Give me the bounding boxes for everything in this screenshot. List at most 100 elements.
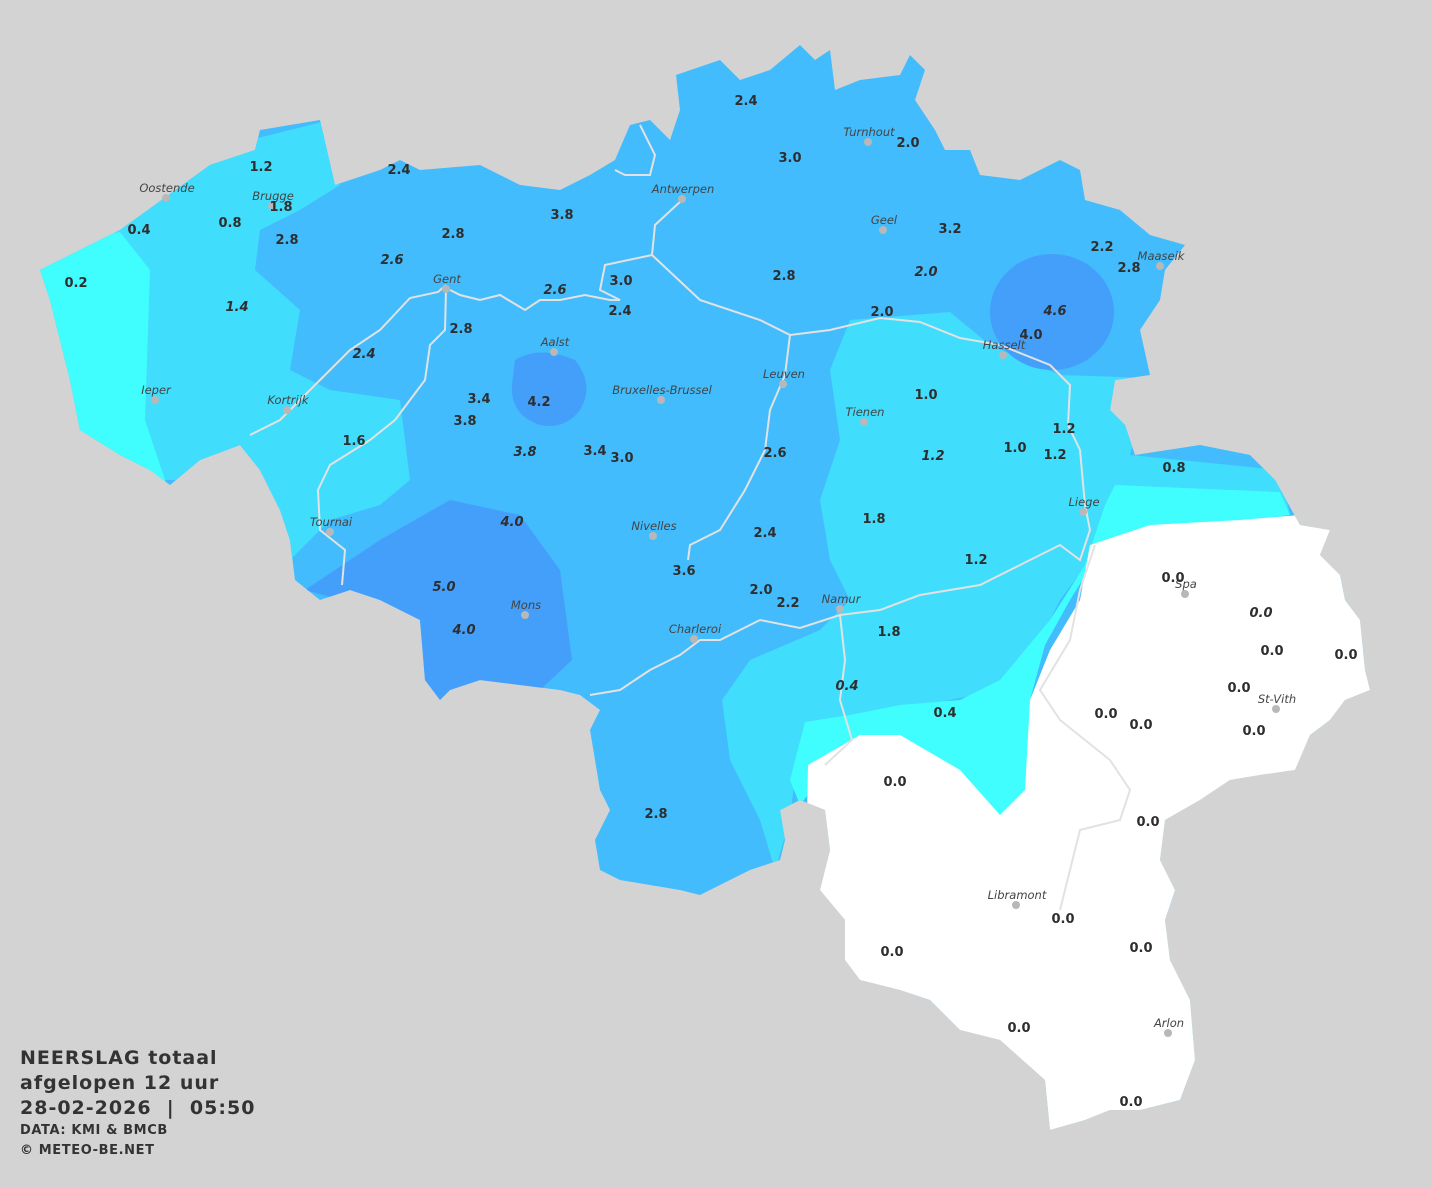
city-dot-hasselt bbox=[999, 351, 1007, 359]
city-dot-leuven bbox=[779, 380, 787, 388]
city-label-tournai: Tournai bbox=[310, 515, 353, 529]
station-value: 1.2 bbox=[1052, 422, 1075, 437]
station-value: 0.4 bbox=[933, 706, 956, 721]
zone-high-mons bbox=[305, 500, 572, 705]
city-label-brugge: Brugge bbox=[252, 189, 294, 203]
city-dot-arlon bbox=[1164, 1029, 1172, 1037]
station-value: 0.2 bbox=[64, 276, 87, 291]
station-value: 1.4 bbox=[225, 300, 248, 315]
station-value: 3.6 bbox=[672, 564, 695, 579]
city-label-gent: Gent bbox=[433, 272, 461, 286]
station-value: 0.0 bbox=[1129, 718, 1152, 733]
city-dot-gent bbox=[442, 285, 450, 293]
station-value: 3.8 bbox=[453, 414, 476, 429]
city-label-maaseik: Maaseik bbox=[1138, 249, 1186, 263]
city-dot-st-vith bbox=[1272, 705, 1280, 713]
city-label-arlon: Arlon bbox=[1153, 1016, 1184, 1030]
river-ourthe bbox=[1038, 544, 1132, 911]
station-value: 4.0 bbox=[499, 515, 523, 530]
station-value: 2.6 bbox=[543, 283, 566, 298]
station-value: 0.0 bbox=[1129, 941, 1152, 956]
station-value: 3.2 bbox=[938, 222, 961, 237]
station-value: 4.0 bbox=[451, 623, 475, 638]
city-label-namur: Namur bbox=[822, 592, 862, 606]
city-label-hasselt: Hasselt bbox=[983, 338, 1026, 352]
station-value: 1.6 bbox=[342, 434, 365, 449]
station-value: 2.4 bbox=[753, 526, 776, 541]
station-value: 0.8 bbox=[1162, 461, 1185, 476]
station-value: 3.4 bbox=[583, 444, 606, 459]
city-dot-liege bbox=[1079, 508, 1087, 516]
river-dijle bbox=[651, 254, 792, 561]
city-label-oostende: Oostende bbox=[139, 181, 194, 195]
city-label-aalst: Aalst bbox=[540, 335, 570, 349]
river-demer bbox=[589, 316, 1092, 696]
station-value: 1.0 bbox=[914, 388, 937, 403]
station-value: 5.0 bbox=[432, 580, 455, 595]
city-label-nivelles: Nivelles bbox=[631, 519, 676, 533]
station-value: 2.0 bbox=[914, 265, 937, 280]
city-dot-mons bbox=[521, 611, 529, 619]
city-dot-turnhout bbox=[864, 138, 872, 146]
station-value: 0.0 bbox=[1119, 1095, 1142, 1110]
river-antwerp-port bbox=[614, 124, 657, 176]
map-legend: NEERSLAG totaal afgelopen 12 uur 28-02-2… bbox=[20, 1046, 255, 1161]
station-value: 3.8 bbox=[550, 208, 573, 223]
station-value: 1.0 bbox=[1003, 441, 1026, 456]
city-dot-libramont bbox=[1012, 901, 1020, 909]
city-dot-nivelles bbox=[649, 532, 657, 540]
rivers bbox=[249, 124, 1132, 911]
city-label-libramont: Libramont bbox=[988, 888, 1047, 902]
station-value: 2.0 bbox=[749, 583, 772, 598]
city-dot-oostende bbox=[162, 194, 170, 202]
station-value: 0.0 bbox=[1136, 815, 1159, 830]
city-label-liege: Liege bbox=[1068, 495, 1099, 509]
station-value: 1.2 bbox=[921, 449, 944, 464]
city-label-st-vith: St-Vith bbox=[1258, 692, 1296, 706]
station-value: 0.0 bbox=[1227, 681, 1250, 696]
city-dot-aalst bbox=[550, 348, 558, 356]
city-label-bruxelles-brussel: Bruxelles-Brussel bbox=[612, 383, 712, 397]
station-value: 2.6 bbox=[763, 446, 786, 461]
map-subtitle: afgelopen 12 uur bbox=[20, 1072, 220, 1094]
station-value: 2.0 bbox=[870, 305, 893, 320]
city-dot-ieper bbox=[151, 396, 159, 404]
station-value: 4.2 bbox=[527, 395, 550, 410]
city-dot-maaseik bbox=[1156, 262, 1164, 270]
city-label-mons: Mons bbox=[511, 598, 541, 612]
city-label-tienen: Tienen bbox=[846, 405, 885, 419]
zone-east-low bbox=[790, 485, 1290, 820]
station-value: 3.4 bbox=[467, 392, 490, 407]
zone-west-low bbox=[40, 232, 170, 495]
city-label-turnhout: Turnhout bbox=[843, 125, 895, 139]
station-value: 0.0 bbox=[1051, 912, 1074, 927]
city-dot-tournai bbox=[326, 528, 334, 536]
map-datetime: 28-02-2026 | 05:50 bbox=[20, 1097, 256, 1119]
station-value: 2.2 bbox=[1090, 240, 1113, 255]
station-value: 2.4 bbox=[734, 94, 757, 109]
station-value: 3.8 bbox=[513, 445, 536, 460]
station-value: 0.0 bbox=[1094, 707, 1117, 722]
station-value: 0.0 bbox=[1161, 571, 1184, 586]
cities: Oostende Brugge Antwerpen Turnhout Geel Maase… bbox=[139, 125, 1296, 1037]
station-value: 1.8 bbox=[862, 512, 885, 527]
city-dot-charleroi bbox=[690, 635, 698, 643]
station-value: 3.0 bbox=[610, 451, 633, 466]
station-value: 4.6 bbox=[1042, 304, 1066, 319]
city-label-leuven: Leuven bbox=[763, 367, 805, 381]
station-value: 2.8 bbox=[441, 227, 464, 242]
zone-east-mid bbox=[722, 312, 1290, 870]
station-value: 0.0 bbox=[1242, 724, 1265, 739]
city-dot-spa bbox=[1181, 590, 1189, 598]
city-dot-tienen bbox=[860, 418, 868, 426]
station-value: 0.0 bbox=[1249, 606, 1272, 621]
zone-high-hasselt bbox=[990, 254, 1114, 370]
city-label-kortrijk: Kortrijk bbox=[267, 393, 310, 407]
station-value: 0.0 bbox=[883, 775, 906, 790]
station-value: 1.8 bbox=[269, 200, 292, 215]
station-value: 1.2 bbox=[249, 160, 272, 175]
station-value: 2.2 bbox=[776, 596, 799, 611]
city-label-ieper: Ieper bbox=[141, 383, 172, 397]
